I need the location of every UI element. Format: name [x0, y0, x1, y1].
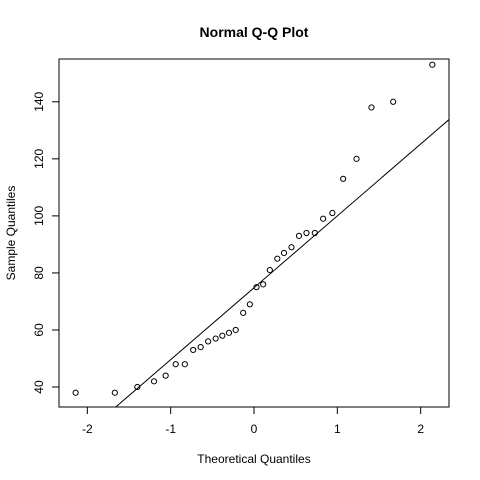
data-point	[280, 249, 288, 257]
data-point	[266, 266, 273, 274]
data-point	[311, 229, 318, 237]
data-point	[240, 309, 247, 316]
data-point	[205, 338, 212, 345]
reference-line-layer	[115, 119, 450, 408]
y-tick-label: 40	[32, 380, 46, 394]
data-point	[368, 104, 375, 111]
data-point	[212, 335, 219, 342]
data-point	[150, 378, 158, 385]
y-tick-label: 140	[32, 91, 46, 111]
reference-line	[115, 119, 450, 408]
data-point	[329, 209, 336, 217]
data-point	[295, 232, 303, 239]
data-point	[190, 346, 197, 354]
data-point	[303, 229, 310, 237]
x-axis-label: Theoretical Quantiles	[197, 452, 310, 466]
y-tick-label: 120	[32, 149, 46, 169]
data-point	[225, 329, 233, 336]
points-layer	[72, 61, 436, 396]
data-point	[274, 255, 281, 262]
chart-title: Normal Q-Q Plot	[200, 24, 309, 40]
data-point	[134, 383, 141, 391]
y-axis: 40 60 80 100 120 140	[32, 91, 60, 394]
data-point	[232, 326, 239, 334]
x-tick-label: -2	[82, 422, 93, 436]
data-point	[288, 244, 295, 251]
data-point	[429, 61, 436, 68]
data-point	[219, 332, 226, 339]
y-tick-label: 80	[32, 266, 46, 280]
data-point	[253, 284, 260, 291]
y-tick-label: 60	[32, 323, 46, 337]
x-tick-label: 0	[251, 422, 258, 436]
data-point	[197, 343, 204, 351]
data-point	[181, 361, 188, 368]
x-tick-label: 2	[417, 422, 424, 436]
plot-area	[72, 61, 450, 408]
data-point	[260, 281, 267, 288]
y-axis-label: Sample Quantiles	[4, 186, 18, 281]
data-point	[72, 389, 79, 396]
data-point	[172, 361, 179, 368]
data-point	[246, 301, 253, 308]
data-point	[162, 372, 169, 379]
data-point	[320, 215, 327, 222]
x-tick-label: 1	[334, 422, 341, 436]
y-tick-label: 100	[32, 206, 46, 226]
x-axis: -2 -1 0 1 2	[82, 406, 424, 436]
x-tick-label: -1	[165, 422, 176, 436]
data-point	[111, 389, 118, 396]
data-point	[353, 155, 360, 162]
data-point	[390, 98, 397, 105]
data-point	[340, 175, 347, 182]
